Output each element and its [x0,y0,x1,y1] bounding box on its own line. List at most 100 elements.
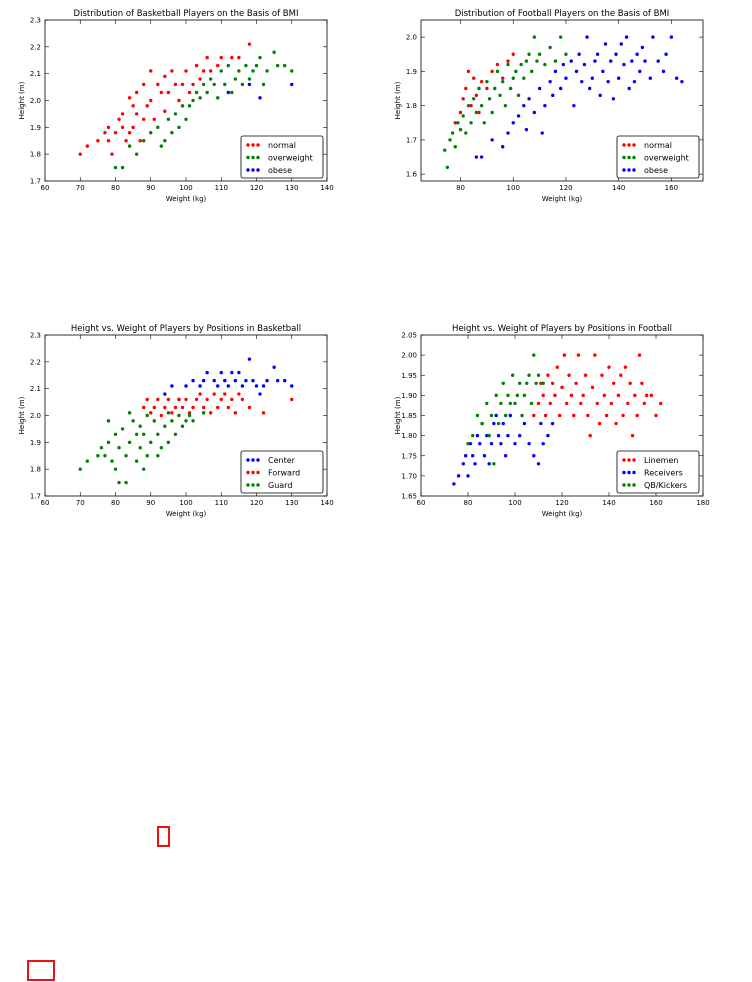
data-point [529,401,534,406]
data-point [468,441,473,446]
data-point [485,401,489,406]
data-point [138,139,142,143]
x-tick-label: 100 [179,184,192,192]
chart-title: Distribution of Football Players on the … [455,9,670,19]
data-point [177,125,181,130]
data-point [131,419,135,423]
data-point [485,79,489,84]
y-tick-label: 2.0 [30,412,41,420]
data-point [561,62,566,67]
y-tick-label: 1.85 [401,412,417,420]
data-point [624,35,629,39]
data-point [212,378,216,383]
data-point [527,52,531,56]
data-point [474,155,479,159]
data-point [78,152,82,156]
y-tick-label: 2.2 [30,43,41,51]
data-point [216,384,220,388]
data-point [244,378,248,383]
data-point [247,82,252,87]
x-axis-label: Weight (kg) [542,510,583,518]
data-point [506,433,510,438]
legend-marker [256,470,260,475]
data-point [448,138,452,142]
data-point [290,384,294,388]
y-tick-label: 1.9 [30,124,41,132]
data-point [142,432,146,436]
data-point [149,411,153,415]
legend-marker [251,458,255,462]
data-point [567,373,571,377]
data-point [640,45,645,50]
data-point [611,97,616,101]
data-point [127,96,132,100]
legend-label: overweight [644,154,689,163]
data-point [113,165,118,170]
data-point [501,145,505,149]
data-point [96,454,100,458]
legend-marker [632,155,636,160]
data-point [513,401,517,406]
data-point [173,112,178,116]
data-point [614,52,618,56]
legend-label: obese [268,166,292,175]
data-point [564,76,568,80]
data-point [541,393,545,398]
data-point [134,152,139,156]
series-obese [474,35,684,159]
data-point [485,433,489,438]
data-point [550,421,555,426]
y-tick-label: 1.8 [30,466,41,474]
data-point [535,59,539,63]
data-point [496,433,501,438]
basketball-bmi-chart: Distribution of Basketball Players on th… [18,9,334,203]
data-point [96,139,100,143]
data-point [508,401,512,406]
data-point [237,370,241,375]
data-point [619,42,623,46]
data-point [149,131,153,135]
data-point [522,393,527,398]
data-point [466,474,470,478]
data-point [490,110,494,115]
legend-marker [622,458,626,462]
data-point [516,114,521,118]
data-point [529,69,534,74]
data-point [163,74,167,79]
legend-label: Forward [268,469,300,478]
data-point [261,384,266,388]
data-point [525,381,529,385]
legend-marker [251,155,255,160]
series-overweight [113,50,294,170]
data-point [247,42,252,46]
data-point [600,373,604,377]
y-tick-label: 1.6 [406,171,418,179]
legend-label: normal [644,141,672,150]
data-point [230,55,234,60]
data-point [226,384,230,388]
data-point [597,421,602,426]
y-tick-label: 1.75 [401,452,417,460]
data-point [539,421,543,426]
data-point [664,52,668,56]
data-point [187,413,192,418]
data-point [254,63,259,68]
data-point [247,357,252,361]
data-point [261,82,266,87]
chart-title: Height vs. Weight of Players by Position… [452,324,672,334]
data-point [648,76,652,80]
data-point [496,421,501,426]
y-tick-label: 2.1 [30,70,41,78]
data-point [569,393,574,398]
data-point [522,421,527,426]
data-point [609,59,613,63]
data-point [543,413,548,418]
data-point [532,35,537,39]
data-point [216,63,220,68]
series-obese [226,82,294,100]
data-point [163,424,167,428]
data-point [583,373,588,377]
data-point [177,413,181,418]
data-point [290,69,294,73]
data-point [574,381,578,385]
